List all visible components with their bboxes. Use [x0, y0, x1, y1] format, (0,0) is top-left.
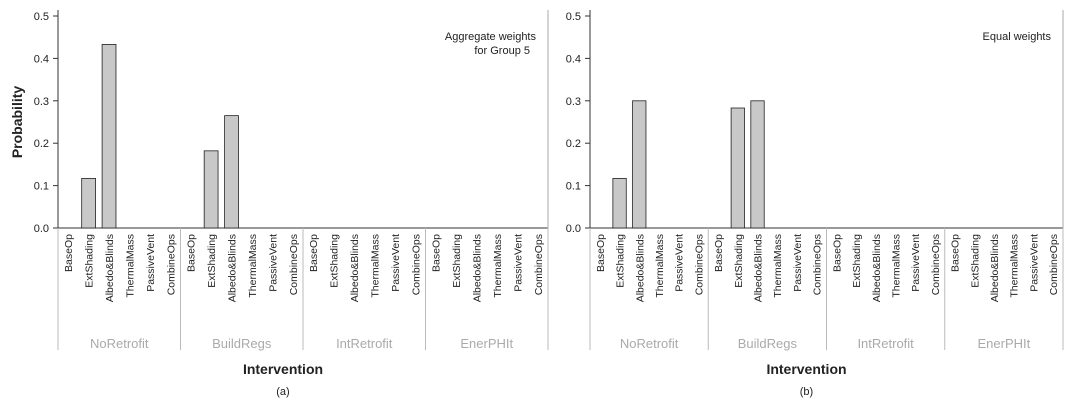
bar [101, 44, 117, 229]
x-tick-label: Albedo&Blinds [753, 234, 765, 302]
x-tick-label: Albedo&Blinds [871, 234, 883, 302]
bar [203, 150, 219, 229]
x-tick-label: ThermalMass [1009, 234, 1021, 298]
x-axis-label: Intervention [243, 361, 323, 377]
x-tick-label: Albedo&Blinds [227, 234, 239, 302]
x-tick-label: ExtShading [451, 234, 463, 288]
x-tick-label: ExtShading [84, 234, 96, 288]
x-tick-label: Albedo&Blinds [634, 234, 646, 302]
group-label: NoRetrofit [620, 336, 679, 351]
group-label: EnerPHIt [460, 336, 513, 351]
x-tick-label: Albedo&Blinds [472, 234, 484, 302]
y-tick-label: 0.1 [566, 181, 581, 193]
x-tick-label: PassiveVent [792, 234, 804, 292]
x-tick-label: ThermalMass [124, 234, 136, 298]
x-tick-label: Albedo&Blinds [104, 234, 116, 302]
x-tick-label: ThermalMass [772, 234, 784, 298]
annotation: Aggregate weights [445, 31, 537, 43]
x-tick-label: ThermalMass [492, 234, 504, 298]
x-tick-label: CombineOps [693, 234, 705, 295]
x-tick-label: CombineOps [812, 234, 824, 295]
x-tick-label: CombineOps [165, 234, 177, 295]
caption: (b) [800, 386, 813, 398]
y-tick-label: 0.3 [34, 96, 49, 108]
group-label: IntRetrofit [336, 336, 393, 351]
bar [730, 107, 745, 229]
x-tick-label: BaseOp [713, 234, 725, 272]
group-label: EnerPHIt [978, 336, 1031, 351]
bar [224, 115, 239, 229]
group-label: NoRetrofit [90, 336, 149, 351]
x-tick-label: BaseOp [63, 234, 75, 272]
x-tick-label: BaseOp [431, 234, 443, 272]
y-tick-label: 0.4 [34, 53, 49, 65]
x-tick-label: ThermalMass [890, 234, 902, 298]
y-axis-label: Probability [9, 86, 25, 159]
x-tick-label: PassiveVent [674, 234, 686, 292]
x-tick-label: PassiveVent [390, 234, 402, 292]
x-tick-label: PassiveVent [910, 234, 922, 292]
group-label: BuildRegs [212, 336, 272, 351]
x-tick-label: Albedo&Blinds [989, 234, 1001, 302]
x-tick-label: CombineOps [288, 234, 300, 295]
x-tick-label: PassiveVent [1028, 234, 1040, 292]
x-tick-label: ExtShading [329, 234, 341, 288]
x-tick-label: CombineOps [1048, 234, 1060, 295]
group-label: IntRetrofit [857, 336, 914, 351]
x-tick-label: ExtShading [851, 234, 863, 288]
x-tick-label: ExtShading [206, 234, 218, 288]
x-tick-label: BaseOp [308, 234, 320, 272]
x-tick-label: ExtShading [969, 234, 981, 288]
x-tick-label: ExtShading [733, 234, 745, 288]
bar [612, 177, 627, 229]
group-label: BuildRegs [738, 336, 798, 351]
y-tick-label: 0.5 [34, 11, 49, 23]
x-tick-label: ThermalMass [369, 234, 381, 298]
y-tick-label: 0.5 [566, 11, 581, 23]
x-tick-label: BaseOp [595, 234, 607, 272]
x-tick-label: Albedo&Blinds [349, 234, 361, 302]
x-tick-label: BaseOp [831, 234, 843, 272]
bar [632, 100, 647, 229]
x-tick-label: ThermalMass [247, 234, 259, 298]
y-tick-label: 0.1 [34, 181, 49, 193]
y-tick-label: 0.4 [566, 53, 581, 65]
x-tick-label: ExtShading [615, 234, 627, 288]
x-tick-label: PassiveVent [267, 234, 279, 292]
x-tick-label: BaseOp [950, 234, 962, 272]
y-tick-label: 0.0 [34, 223, 49, 235]
x-tick-label: PassiveVent [145, 234, 157, 292]
x-axis-label: Intervention [766, 361, 846, 377]
x-tick-label: PassiveVent [512, 234, 524, 292]
y-tick-label: 0.3 [566, 96, 581, 108]
caption: (a) [276, 386, 289, 398]
annotation: for Group 5 [474, 45, 530, 57]
x-tick-label: ThermalMass [654, 234, 666, 298]
x-tick-label: CombineOps [930, 234, 942, 295]
bar [750, 100, 765, 229]
y-tick-label: 0.2 [566, 138, 581, 150]
x-tick-label: BaseOp [186, 234, 198, 272]
bar [81, 177, 96, 229]
x-tick-label: CombineOps [410, 234, 422, 295]
x-tick-label: CombineOps [533, 234, 545, 295]
annotation: Equal weights [983, 31, 1052, 43]
y-tick-label: 0.0 [566, 223, 581, 235]
y-tick-label: 0.2 [34, 138, 49, 150]
